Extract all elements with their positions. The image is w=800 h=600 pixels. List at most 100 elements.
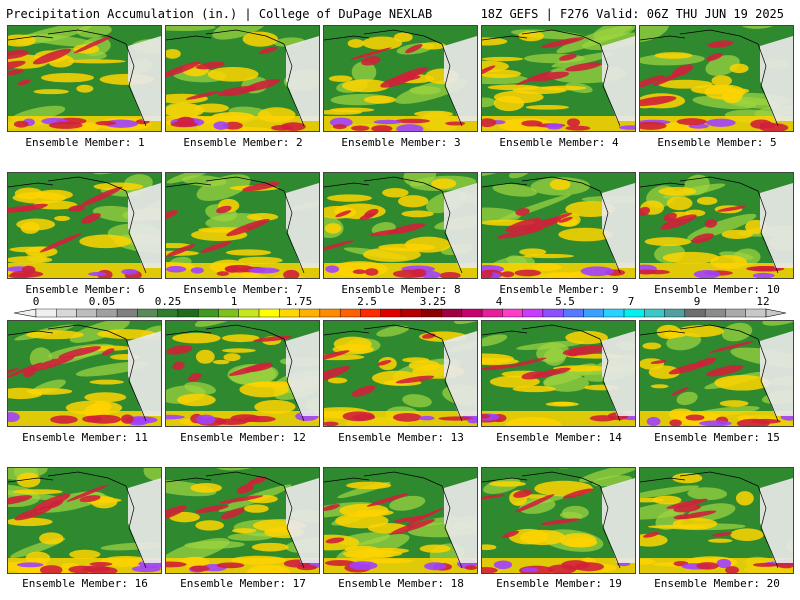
coastline [441,485,463,569]
ensemble-member-label: Ensemble Member: 15 [654,431,780,444]
colorbar-tick-label: 0.05 [88,295,116,308]
ensemble-member-label: Ensemble Member: 13 [338,431,464,444]
ensemble-member-label: Ensemble Member: 9 [499,283,619,296]
dry-land [760,183,793,268]
colorbar-bin [299,308,321,318]
ensemble-member-label: Ensemble Member: 3 [341,136,461,149]
colorbar-bin [96,308,118,318]
colorbar-tick-label: 3.25 [419,295,447,308]
coastline [283,338,305,422]
coastline [125,338,147,422]
dry-land [602,331,635,416]
coastline [283,43,305,127]
colorbar-bin [218,308,239,318]
colorbar: 0 0.05 0.25 1 1.75 2.5 3.25 4 5.5 7 9 12 [0,296,800,320]
precip-map [8,468,161,573]
colorbar-bin [76,308,98,318]
colorbar-tick-label: 7 [627,295,635,308]
coastline [599,485,621,569]
dry-land [444,478,477,563]
ensemble-map-panel [323,25,478,132]
dry-land [286,331,319,416]
coastline [757,43,779,127]
precip-map [324,173,477,278]
precip-map [482,321,635,426]
colorbar-tick-label: 0 [32,295,40,308]
ensemble-map-panel [165,467,320,574]
colorbar-bin [56,308,77,318]
coastline [599,190,621,274]
precip-map [8,26,161,131]
precip-map [8,321,161,426]
ensemble-map-panel [7,172,162,279]
colorbar-max-arrow [765,308,787,318]
precip-map [482,173,635,278]
coastline [125,485,147,569]
ensemble-map-panel [639,320,794,427]
ensemble-member-label: Ensemble Member: 1 [25,136,145,149]
ensemble-map-panel [165,172,320,279]
colorbar-bin [339,308,361,318]
coastline [757,190,779,274]
colorbar-bin [421,308,442,318]
colorbar-bin [198,308,219,318]
ensemble-member-label: Ensemble Member: 20 [654,577,780,590]
ensemble-member-label: Ensemble Member: 16 [22,577,148,590]
run-info: 18Z GEFS | F276 Valid: 06Z THU JUN 19 20… [480,7,784,21]
colorbar-tick-label: 9 [693,295,701,308]
ensemble-map-panel [323,320,478,427]
colorbar-bin [522,308,544,318]
colorbar-bin [502,308,523,318]
dry-land [444,331,477,416]
coastline [441,190,463,274]
dry-land [444,36,477,121]
precip-map [166,468,319,573]
ensemble-map-panel [481,25,636,132]
colorbar-bin [542,308,564,318]
ensemble-member-label: Ensemble Member: 7 [183,283,303,296]
ensemble-member-label: Ensemble Member: 12 [180,431,306,444]
ensemble-member-label: Ensemble Member: 18 [338,577,464,590]
colorbar-bin [603,308,625,318]
dry-land [286,36,319,121]
colorbar-bin [725,308,746,318]
ensemble-map-panel [165,320,320,427]
dry-land [128,331,161,416]
colorbar-bin [623,308,645,318]
colorbar-bin [35,308,57,318]
coastline [757,485,779,569]
precip-map [640,26,793,131]
ensemble-member-label: Ensemble Member: 14 [496,431,622,444]
dry-land [286,183,319,268]
ensemble-map-panel [7,467,162,574]
coastline [283,485,305,569]
ensemble-member-label: Ensemble Member: 4 [499,136,619,149]
precip-map [324,468,477,573]
colorbar-tick-label: 0.25 [154,295,182,308]
colorbar-bin [319,308,341,318]
dry-land [760,36,793,121]
ensemble-member-label: Ensemble Member: 5 [657,136,777,149]
precip-map [482,468,635,573]
coastline [441,43,463,127]
colorbar-bin [583,308,604,318]
colorbar-tick-label: 2.5 [357,295,377,308]
colorbar-bin [157,308,179,318]
colorbar-tick-label: 1.75 [285,295,313,308]
ensemble-member-label: Ensemble Member: 17 [180,577,306,590]
dry-land [128,36,161,121]
precip-map [482,26,635,131]
colorbar-tick-label: 5.5 [555,295,575,308]
ensemble-map-panel [481,467,636,574]
ensemble-map-panel [481,172,636,279]
dry-land [760,478,793,563]
colorbar-bin [238,308,260,318]
colorbar-bin [745,308,767,318]
coastline [599,338,621,422]
ensemble-map-panel [323,172,478,279]
colorbar-tick-label: 4 [495,295,503,308]
coastline [283,190,305,274]
colorbar-bin [116,308,138,318]
dry-land [128,183,161,268]
